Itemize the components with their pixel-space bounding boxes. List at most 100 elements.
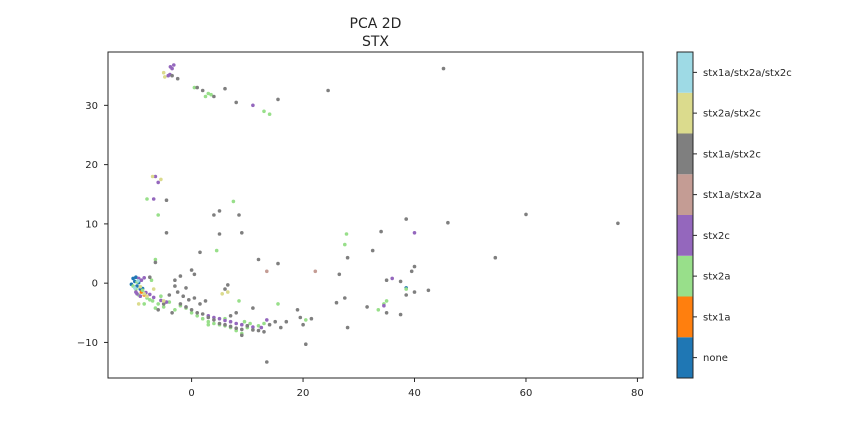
scatter-point (134, 275, 138, 280)
scatter-point (138, 284, 143, 289)
scatter-point (175, 290, 180, 294)
scatter-point (148, 275, 152, 280)
scatter-point (195, 85, 199, 90)
scatter-point (156, 180, 160, 185)
scatter-point (412, 290, 417, 294)
scatter-point (343, 242, 347, 247)
scatter-point (192, 296, 197, 300)
scatter-point (167, 293, 172, 297)
scatter-point (206, 91, 211, 96)
scatter-point (217, 209, 222, 213)
scatter-point (189, 268, 194, 272)
scatter-point (228, 319, 233, 324)
scatter-point (170, 311, 174, 315)
series-5 (148, 66, 620, 364)
scatter-point (220, 292, 224, 296)
scatter-point (142, 302, 146, 306)
scatter-point (493, 255, 498, 260)
scatter-point (131, 276, 135, 281)
scatter-point (192, 272, 197, 277)
scatter-point (409, 269, 414, 274)
scatter-point (212, 94, 216, 99)
scatter-point (304, 342, 308, 347)
scatter-point (150, 174, 155, 179)
scatter-point (616, 221, 620, 226)
scatter-point (167, 300, 172, 304)
scatter-point (265, 269, 269, 274)
scatter-point (446, 220, 450, 225)
scatter-point (337, 272, 342, 277)
scatter-point (242, 319, 247, 324)
scatter-point (379, 229, 383, 234)
scatter-point (192, 85, 197, 90)
colorbar-segment (677, 296, 693, 338)
scatter-point (159, 294, 163, 299)
scatter-point (217, 316, 222, 321)
scatter-point (245, 324, 250, 328)
scatter-point (404, 293, 409, 297)
scatter-point (267, 112, 272, 116)
scatter-point (145, 197, 149, 201)
scatter-point (148, 298, 152, 302)
y-tick-label: 30 (85, 101, 98, 112)
x-tick-label: 40 (408, 388, 421, 399)
scatter-point (140, 288, 145, 293)
scatter-point (214, 248, 219, 253)
scatter-point (136, 302, 141, 306)
scatter-point (223, 287, 227, 291)
scatter-point (159, 298, 163, 303)
scatter-point (217, 232, 222, 236)
scatter-point (345, 325, 350, 330)
scatter-point (151, 287, 156, 291)
scatter-point (256, 257, 261, 262)
scatter-point (170, 66, 174, 71)
series-7 (133, 279, 140, 290)
scatter-point (200, 88, 205, 93)
colorbar-frame (676, 51, 694, 379)
scatter-point (226, 283, 230, 287)
scatter-point (404, 217, 409, 221)
scatter-point (181, 294, 185, 299)
scatter-point (412, 231, 417, 235)
scatter-point (223, 86, 227, 91)
colorbar-label: stx2c (703, 231, 730, 242)
chart-title: PCA 2D (350, 16, 402, 32)
scatter-point (251, 103, 255, 108)
scatter-point (384, 299, 389, 303)
series-4 (265, 269, 318, 274)
x-tick-label: 0 (188, 388, 194, 399)
scatter-point (343, 296, 347, 300)
scatter-point (390, 276, 395, 281)
chart-subtitle: STX (362, 34, 389, 50)
scatter-point (276, 302, 280, 306)
scatter-point (334, 300, 339, 305)
scatter-point (313, 269, 318, 274)
scatter-point (163, 75, 167, 79)
scatter-point (404, 287, 409, 291)
scatter-point (382, 303, 386, 308)
scatter-point (279, 325, 283, 330)
scatter-point (256, 328, 261, 333)
scatter-point (251, 328, 255, 332)
scatter-point (164, 198, 169, 202)
scatter-point (153, 257, 158, 262)
colorbar-segment (677, 174, 693, 215)
scatter-point (189, 311, 194, 315)
scatter-point (276, 261, 280, 266)
scatter-point (265, 360, 269, 364)
y-tick-label: 10 (85, 219, 98, 230)
scatter-point (398, 279, 403, 284)
scatter-point (212, 318, 216, 322)
scatter-point (217, 321, 222, 326)
scatter-point (234, 311, 238, 315)
scatter-point (248, 321, 252, 326)
x-axis: 0 20 40 60 80 (188, 378, 644, 399)
scatter-point (284, 319, 289, 324)
scatter-point (142, 276, 146, 280)
scatter-point (267, 322, 272, 327)
colorbar-label: stx1a/stx2a (703, 190, 761, 201)
scatter-point (240, 231, 244, 235)
scatter-point (149, 278, 154, 283)
scatter-point (198, 250, 202, 255)
scatter-point (365, 305, 369, 309)
